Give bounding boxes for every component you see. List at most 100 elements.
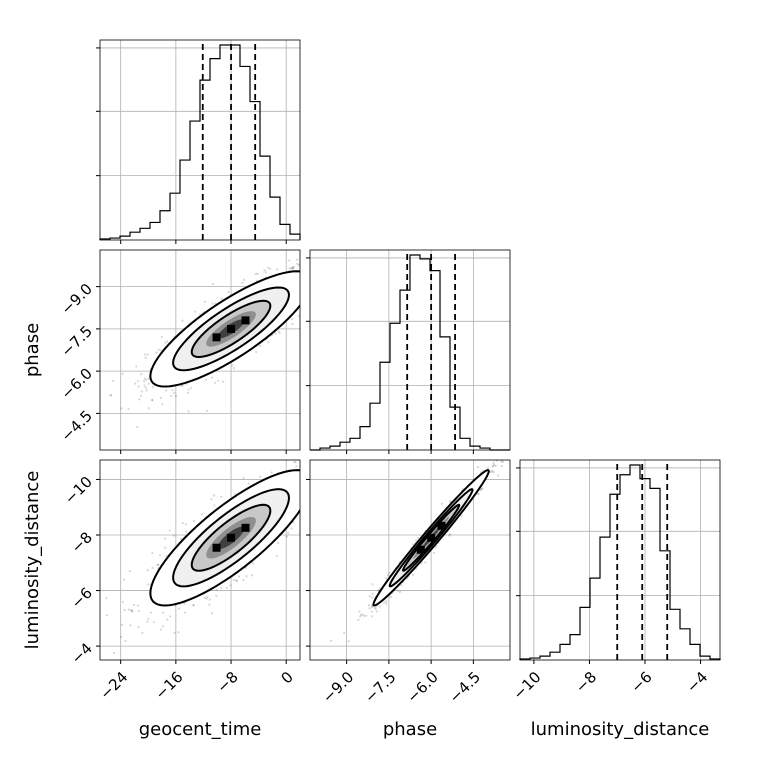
sample-point xyxy=(270,471,273,474)
sample-point xyxy=(144,356,147,359)
sample-point xyxy=(506,452,508,454)
sample-point xyxy=(169,615,172,618)
sample-point xyxy=(320,262,322,264)
sample-point xyxy=(251,562,254,565)
sample-point xyxy=(140,373,143,376)
sample-point xyxy=(105,614,109,617)
panel-frame-1-1 xyxy=(309,249,511,451)
sample-point xyxy=(296,258,299,261)
density-peak-cell xyxy=(427,533,436,542)
x-axis-label-phase: phase xyxy=(383,719,437,740)
sample-point xyxy=(168,529,171,532)
sample-point xyxy=(211,282,215,286)
sample-point xyxy=(137,625,140,629)
sample-point xyxy=(494,464,497,467)
contour-1 xyxy=(172,286,290,372)
x-tick-label-phase-0: −9.0 xyxy=(319,668,357,706)
sample-point xyxy=(222,380,225,383)
sample-point xyxy=(293,460,296,463)
sample-point xyxy=(287,531,290,535)
sample-point xyxy=(491,465,494,468)
sample-point xyxy=(181,319,184,322)
sample-point xyxy=(501,455,503,457)
sample-point xyxy=(384,577,388,580)
density-peak-cell xyxy=(241,523,250,532)
sample-point xyxy=(146,569,149,572)
sample-point xyxy=(136,604,140,607)
sample-point xyxy=(151,385,154,389)
sample-point xyxy=(131,609,134,612)
sample-point xyxy=(227,290,230,294)
sample-point xyxy=(137,385,140,388)
sample-point xyxy=(313,481,315,483)
sample-point xyxy=(396,589,399,592)
sample-point xyxy=(74,641,76,643)
sample-point xyxy=(124,639,127,642)
sample-point xyxy=(217,379,220,382)
sample-point xyxy=(269,267,272,270)
sample-point xyxy=(367,604,371,607)
contour-1 xyxy=(388,488,474,588)
sample-point xyxy=(166,618,169,621)
sample-point xyxy=(165,555,168,558)
sample-point xyxy=(343,631,346,635)
sample-point xyxy=(307,520,309,522)
panel-frame-0-0 xyxy=(99,39,301,241)
sample-point xyxy=(343,295,345,297)
sample-point xyxy=(146,620,149,623)
sample-point xyxy=(147,377,150,380)
sample-point xyxy=(297,315,300,318)
histogram-luminosity_distance xyxy=(519,464,721,660)
sample-point xyxy=(311,487,313,489)
sample-point xyxy=(242,278,246,281)
sample-point xyxy=(215,594,218,597)
sample-point xyxy=(460,514,463,517)
sample-point xyxy=(137,379,140,383)
sample-point xyxy=(120,407,123,410)
sample-point xyxy=(375,610,378,613)
sample-point xyxy=(288,259,291,262)
sample-point xyxy=(306,264,308,266)
sample-point xyxy=(301,287,303,289)
sample-point xyxy=(370,615,373,618)
histogram-geocent_time xyxy=(99,44,301,240)
sample-point xyxy=(323,481,325,483)
y-axis-label-luminosity-distance: luminosity_distance xyxy=(22,471,43,650)
sample-point xyxy=(492,471,495,474)
contour-2 xyxy=(190,503,272,572)
sample-point xyxy=(316,263,318,265)
density-peak-cell xyxy=(227,533,236,542)
sample-point xyxy=(151,566,154,569)
sample-point xyxy=(145,389,148,392)
sample-point xyxy=(328,264,330,266)
sample-point xyxy=(187,391,190,395)
sample-point xyxy=(303,279,305,281)
x-tick-label-luminosity_distance-0: −10 xyxy=(510,668,545,703)
sample-point xyxy=(177,607,181,610)
sample-point xyxy=(187,388,190,391)
sample-point xyxy=(327,263,329,265)
x-tick-label-geocent_time-1: −16 xyxy=(152,668,187,703)
sample-point xyxy=(276,268,279,271)
y-tick-label-phase-0: −4.5 xyxy=(58,407,96,445)
sample-point xyxy=(193,520,196,523)
sample-point xyxy=(181,521,184,525)
sample-point xyxy=(93,661,95,663)
sample-point xyxy=(232,367,235,370)
y-tick-label-luminosity_distance-3: −10 xyxy=(61,473,96,508)
sample-point xyxy=(129,608,133,612)
sample-point xyxy=(500,460,503,463)
sample-point xyxy=(477,492,480,496)
sample-point xyxy=(302,307,304,309)
sample-point xyxy=(320,487,322,489)
sample-point xyxy=(307,288,309,290)
sample-point xyxy=(194,310,197,313)
sample-point xyxy=(181,384,184,387)
sample-point xyxy=(398,590,402,593)
sample-point xyxy=(184,523,187,526)
sample-point xyxy=(411,573,415,576)
sample-point xyxy=(159,628,162,631)
sample-point xyxy=(312,508,314,510)
sample-point xyxy=(448,534,451,537)
